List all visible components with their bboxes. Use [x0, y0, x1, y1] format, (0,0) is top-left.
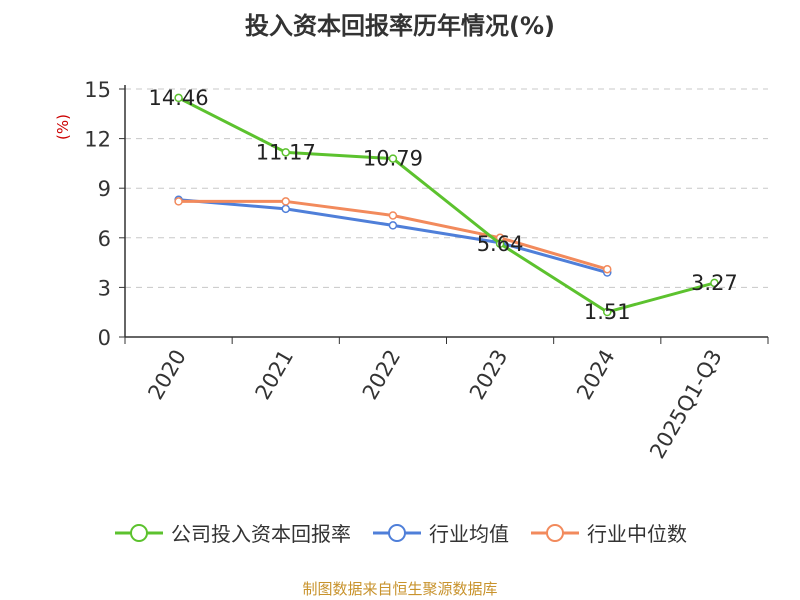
legend-label: 行业均值 [429, 522, 509, 546]
legend-marker [130, 523, 148, 542]
data-label: 1.51 [584, 300, 631, 324]
data-label: 3.27 [691, 271, 738, 295]
x-tick-label: 2020 [143, 346, 191, 404]
y-axis-label: (%) [54, 114, 72, 140]
data-point [603, 307, 612, 317]
data-point [388, 154, 398, 163]
data-point [710, 278, 719, 288]
x-tick-label: 2024 [572, 346, 620, 404]
legend-marker [546, 523, 564, 542]
data-point [495, 239, 505, 249]
data-label: 14.46 [149, 86, 209, 110]
gridlines [125, 88, 768, 288]
x-tick-label: 2021 [251, 346, 299, 404]
series-line [178, 198, 608, 274]
legend-item: 公司投入资本回报率 [113, 518, 351, 547]
chart-title: 投入资本回报率历年情况(%) [245, 12, 555, 40]
y-tick-label: 3 [98, 276, 111, 300]
legend-item: 行业均值 [371, 518, 509, 547]
legend-label: 公司投入资本回报率 [171, 522, 351, 546]
data-point [281, 197, 290, 206]
data-labels: 14.46 11.17 10.79 5.64 1.51 3.27 [149, 86, 738, 324]
data-label: 11.17 [256, 140, 316, 164]
legend-item: 行业中位数 [529, 518, 687, 547]
legend-swatch [531, 523, 579, 542]
source-note: 制图数据来自恒生聚源数据库 [302, 580, 498, 598]
legend-marker [388, 523, 406, 542]
data-point [174, 93, 183, 103]
axes: (%) 0 3 6 9 12 15 2020 2021 2022 2023 2024 2025Q1-Q3 [54, 78, 769, 463]
y-tick-label: 15 [84, 78, 111, 102]
data-point [388, 221, 398, 230]
y-tick-label: 9 [98, 177, 111, 201]
data-point [388, 211, 398, 220]
y-tick-label: 0 [98, 326, 111, 350]
series-line [177, 96, 715, 314]
data-point [281, 148, 290, 157]
data-point [603, 264, 612, 274]
x-tick-label: 2025Q1-Q3 [645, 346, 727, 463]
data-point [281, 204, 290, 214]
y-tick-label: 6 [98, 227, 111, 251]
x-tick-label: 2023 [465, 346, 513, 404]
data-label: 10.79 [363, 147, 423, 171]
legend: 公司投入资本回报率 行业均值 行业中位数 [0, 518, 800, 547]
data-label: 5.64 [477, 232, 524, 256]
series [174, 93, 719, 317]
legend-swatch [373, 523, 421, 542]
data-point [174, 197, 183, 206]
y-tick-label: 12 [84, 128, 111, 152]
legend-swatch [115, 523, 163, 542]
x-tick-label: 2022 [358, 346, 406, 404]
legend-label: 行业中位数 [587, 522, 687, 546]
